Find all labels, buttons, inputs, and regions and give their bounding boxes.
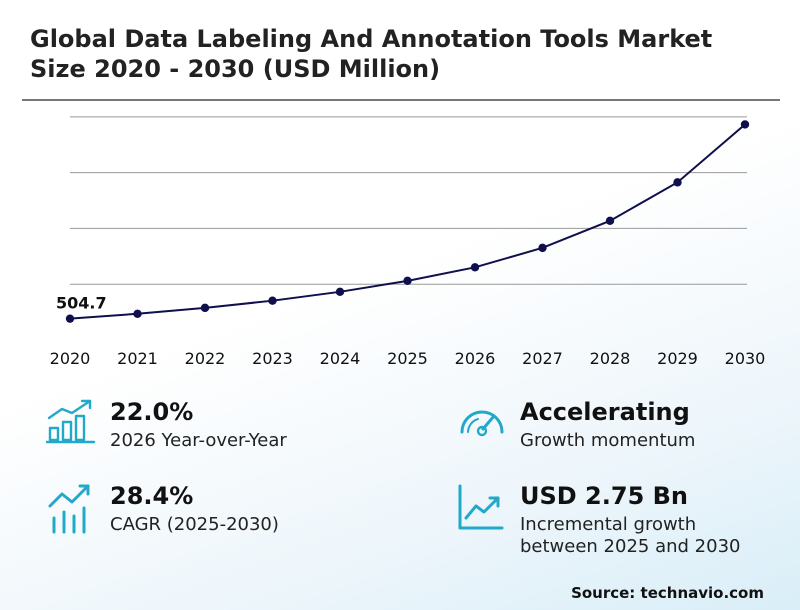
stat-yoy-value: 22.0% [110,398,194,426]
x-tick-2021: 2021 [117,349,158,368]
stat-momentum-caption: Growth momentum [520,430,696,451]
speedometer-icon [460,410,504,437]
x-tick-2029: 2029 [657,349,698,368]
x-tick-2027: 2027 [522,349,563,368]
x-tick-2026: 2026 [455,349,496,368]
series-line [69,123,746,320]
data-point-2022 [200,303,210,313]
x-tick-2023: 2023 [252,349,293,368]
chart-title: Global Data Labeling And Annotation Tool… [30,25,713,83]
x-tick-2024: 2024 [320,349,361,368]
title-divider [22,99,780,101]
stat-incremental-caption-line1: Incremental growth [520,514,697,535]
stat-yoy-caption: 2026 Year-over-Year [110,430,287,451]
x-tick-2028: 2028 [590,349,631,368]
data-point-2026 [470,263,480,272]
data-point-2030 [740,120,750,129]
data-point-2024 [335,287,345,297]
data-point-2021 [133,309,142,318]
line-chart: 2020 2021 2022 2023 2024 2025 2026 2027 2028 2029… [50,116,766,368]
data-point-2025 [403,276,412,286]
trend-bars-icon [48,484,90,534]
stat-momentum-value: Accelerating [520,398,690,426]
stat-cagr-value: 28.4% [110,482,194,510]
data-label-2020: 504.7 [56,294,107,313]
data-point-2020 [65,314,75,323]
stat-cagr-caption: CAGR (2025-2030) [110,514,279,535]
x-tick-2022: 2022 [185,349,226,368]
data-point-2028 [605,216,615,226]
x-tick-2020: 2020 [50,349,91,368]
stat-incremental-caption: Incremental growth between 2025 and 2030 [520,514,740,558]
data-point-2029 [673,178,682,187]
stat-incremental-caption-line2: between 2025 and 2030 [520,536,741,557]
line-growth-icon [458,484,504,530]
source-credit: Source: technavio.com [571,584,764,602]
x-tick-2025: 2025 [387,349,428,368]
data-point-2023 [268,296,277,305]
stat-incremental-value: USD 2.75 Bn [520,482,688,510]
bar-growth-icon [46,399,96,444]
x-tick-2030: 2030 [725,349,766,368]
data-point-2027 [538,243,547,253]
